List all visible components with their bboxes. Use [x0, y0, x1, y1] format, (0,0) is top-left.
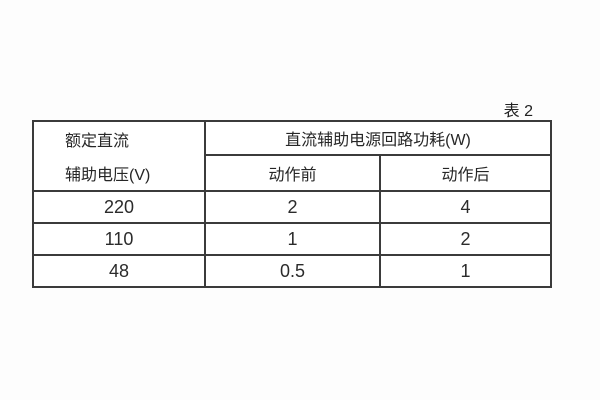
power-before-cell: 0.5	[204, 254, 381, 288]
header-voltage-line2: 辅助电压(V)	[65, 166, 151, 184]
power-before-cell: 1	[204, 222, 381, 256]
voltage-cell: 220	[32, 190, 206, 224]
header-voltage-line1: 额定直流	[65, 132, 130, 150]
header-after-cell: 动作后	[378, 153, 553, 193]
power-after-cell: 2	[378, 222, 553, 256]
table-caption: 表 2	[503, 103, 533, 120]
voltage-cell: 48	[32, 254, 206, 288]
header-row-sub: 动作前 动作后	[33, 153, 553, 193]
spec-table: 额定直流 辅助电压(V) 直流辅助电源回路功耗(W) 动作前 动作后 220 2…	[32, 120, 553, 288]
table-row: 220 2 4	[32, 190, 553, 224]
header-power-group-cell: 直流辅助电源回路功耗(W)	[203, 120, 553, 156]
header-voltage-cell: 额定直流 辅助电压(V)	[32, 120, 206, 192]
table-row: 110 1 2	[32, 222, 553, 256]
voltage-cell: 110	[32, 222, 206, 256]
power-before-cell: 2	[204, 190, 381, 224]
table-row: 48 0.5 1	[32, 254, 553, 288]
header-row-group: 额定直流 辅助电压(V) 直流辅助电源回路功耗(W)	[32, 120, 553, 192]
power-after-cell: 4	[378, 190, 553, 224]
header-before-cell: 动作前	[204, 153, 381, 193]
power-after-cell: 1	[378, 254, 553, 288]
